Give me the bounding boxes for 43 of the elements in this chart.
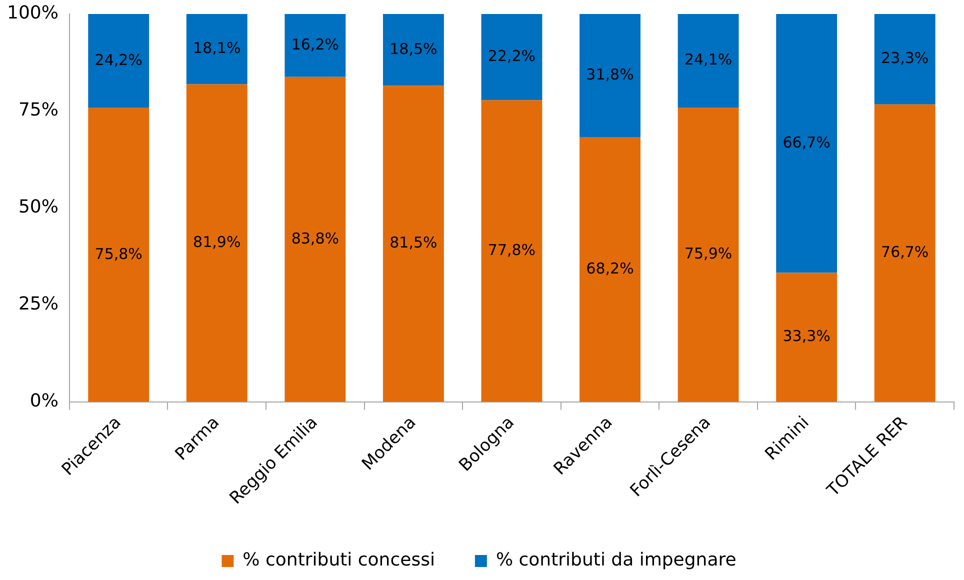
legend-label: % contributi concessi <box>242 550 435 571</box>
bar <box>382 86 444 402</box>
bar <box>874 14 936 104</box>
bar <box>874 104 936 402</box>
bar <box>481 14 542 100</box>
bar <box>382 14 444 86</box>
data-label: 83,8% <box>291 229 339 248</box>
bar <box>88 14 150 108</box>
data-label: 77,8% <box>488 240 536 259</box>
data-label: 31,8% <box>586 66 634 84</box>
data-label: 22,2% <box>488 46 536 65</box>
data-label: 81,9% <box>193 232 241 251</box>
bar <box>580 137 640 402</box>
data-label: 18,1% <box>193 38 241 57</box>
data-label: 23,3% <box>881 49 929 68</box>
y-tick-label: 0% <box>30 390 58 412</box>
data-label: 81,5% <box>390 234 438 252</box>
bar <box>678 107 739 402</box>
data-label: 33,3% <box>782 327 830 346</box>
bar <box>284 14 346 77</box>
bar <box>481 100 542 402</box>
data-label: 24,2% <box>94 50 142 69</box>
y-tick-label: 100% <box>6 2 58 24</box>
data-label: 75,9% <box>684 244 732 263</box>
data-label: 16,2% <box>291 35 339 54</box>
y-tick-label: 75% <box>18 100 58 121</box>
bar <box>186 14 248 84</box>
y-tick-label: 50% <box>18 196 58 218</box>
bar <box>186 84 248 402</box>
data-label: 68,2% <box>586 260 634 278</box>
data-label: 18,5% <box>390 40 438 58</box>
bar <box>776 272 838 402</box>
bar <box>580 14 640 138</box>
data-label: 76,7% <box>881 243 929 262</box>
data-label: 75,8% <box>94 244 142 263</box>
data-label: 66,7% <box>782 133 830 152</box>
y-tick-label: 25% <box>18 294 58 315</box>
data-label: 24,1% <box>684 50 732 69</box>
bar <box>776 14 838 273</box>
bar <box>284 76 346 402</box>
legend-label: % contributi da impegnare <box>496 550 736 571</box>
bar <box>678 14 739 108</box>
bar <box>88 108 150 402</box>
